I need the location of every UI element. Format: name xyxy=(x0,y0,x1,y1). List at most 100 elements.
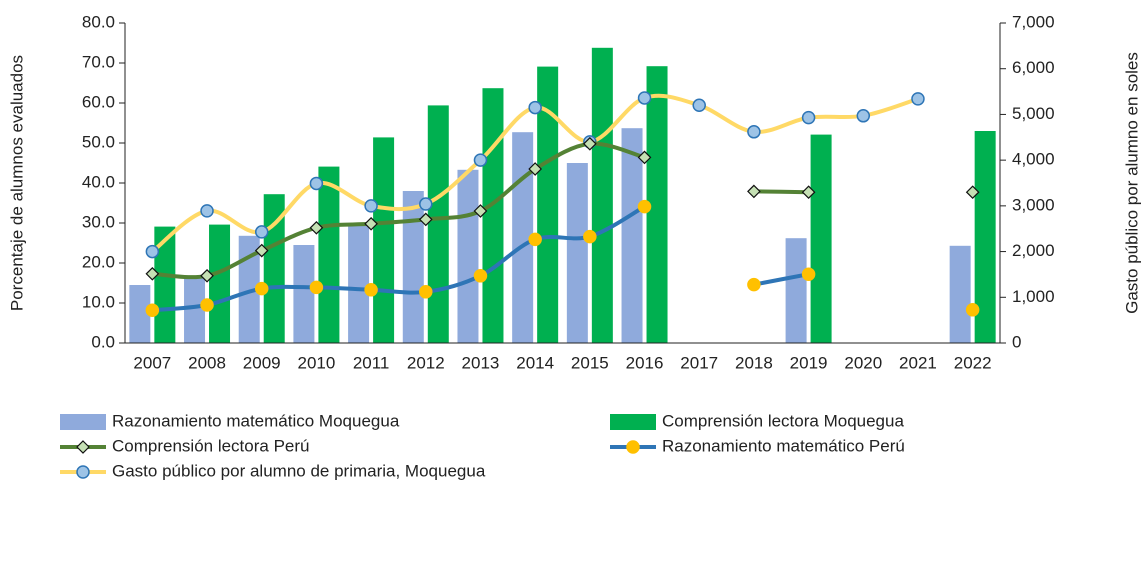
line-marker xyxy=(583,229,597,244)
bar xyxy=(402,191,424,343)
bar xyxy=(263,194,285,343)
bar xyxy=(348,225,370,343)
y2-tick-label: 6,000 xyxy=(1012,58,1055,77)
legend-swatch xyxy=(610,414,656,430)
bar xyxy=(974,131,996,343)
legend-label: Razonamiento matemático Moquegua xyxy=(112,411,400,430)
line-marker xyxy=(965,303,980,317)
y-tick-label: 50.0 xyxy=(82,132,115,151)
line-marker xyxy=(254,281,269,296)
bar xyxy=(293,245,315,343)
legend-swatch xyxy=(60,414,106,430)
x-tick-label: 2013 xyxy=(462,353,500,372)
legend-label: Gasto público por alumno de primaria, Mo… xyxy=(112,461,486,480)
x-tick-label: 2012 xyxy=(407,353,445,372)
line-marker xyxy=(582,136,597,151)
bar xyxy=(457,169,479,343)
bar xyxy=(591,47,613,344)
x-tick-label: 2022 xyxy=(954,353,992,372)
line-marker xyxy=(364,216,378,231)
x-tick-label: 2011 xyxy=(353,353,390,372)
x-tick-label: 2018 xyxy=(735,353,773,372)
line-marker xyxy=(911,92,925,106)
y-tick-label: 40.0 xyxy=(82,172,115,191)
bar xyxy=(646,66,668,343)
line-marker xyxy=(364,199,378,213)
x-tick-label: 2020 xyxy=(844,353,882,372)
line-marker xyxy=(364,283,378,297)
y-tick-label: 10.0 xyxy=(82,292,115,311)
y-tick-label: 30.0 xyxy=(82,212,115,231)
legend-label: Razonamiento matemático Perú xyxy=(662,436,905,455)
bar xyxy=(621,128,643,343)
x-tick-label: 2009 xyxy=(243,353,281,372)
y2-tick-label: 2,000 xyxy=(1012,241,1055,260)
legend-label: Comprensión lectora Perú xyxy=(112,436,309,455)
line-marker xyxy=(145,266,160,281)
line-marker xyxy=(254,243,269,258)
bar xyxy=(209,224,231,343)
line-marker xyxy=(637,150,652,165)
line-marker xyxy=(747,125,761,139)
bar xyxy=(184,278,206,343)
y2-axis-title: Gasto público por alumno en soles xyxy=(1122,52,1141,314)
line-marker xyxy=(637,199,652,214)
line-marker xyxy=(145,244,160,259)
x-tick-label: 2016 xyxy=(626,353,664,372)
y2-tick-label: 0 xyxy=(1012,332,1021,351)
y-tick-label: 70.0 xyxy=(82,52,115,71)
line-marker xyxy=(145,303,160,317)
x-tick-label: 2019 xyxy=(790,353,828,372)
line-marker xyxy=(856,109,871,123)
line-marker xyxy=(418,212,433,227)
line-marker xyxy=(528,232,542,247)
x-tick-label: 2014 xyxy=(516,353,554,372)
x-tick-label: 2008 xyxy=(188,353,226,372)
line-marker xyxy=(473,204,488,218)
line-marker xyxy=(747,277,761,292)
bar xyxy=(810,134,832,343)
legend-marker xyxy=(626,440,640,454)
x-tick-label: 2010 xyxy=(297,353,335,372)
line-marker xyxy=(309,220,324,235)
y2-tick-label: 3,000 xyxy=(1012,195,1055,214)
x-tick-label: 2017 xyxy=(680,353,718,372)
y-axis-title: Porcentaje de alumnos evaluados xyxy=(7,55,26,311)
bar xyxy=(129,285,151,343)
bar xyxy=(566,163,588,343)
bar xyxy=(949,245,971,343)
line-marker xyxy=(965,185,980,200)
line xyxy=(751,189,811,195)
y-tick-label: 20.0 xyxy=(82,252,115,271)
legend-label: Comprensión lectora Moquegua xyxy=(662,411,904,430)
y-tick-label: 80.0 xyxy=(82,12,115,31)
x-tick-label: 2015 xyxy=(571,353,609,372)
line-marker xyxy=(637,91,652,105)
line-marker xyxy=(419,285,433,299)
line-marker xyxy=(747,184,761,199)
line-marker xyxy=(801,110,816,125)
bar xyxy=(373,137,395,343)
line-marker xyxy=(200,298,214,312)
line xyxy=(150,204,647,313)
y2-tick-label: 4,000 xyxy=(1012,150,1055,169)
line xyxy=(150,93,920,254)
line-marker xyxy=(254,225,269,239)
line xyxy=(150,141,647,280)
line-marker xyxy=(473,153,488,167)
line-marker xyxy=(309,280,324,295)
legend-marker xyxy=(76,440,90,454)
y2-tick-label: 5,000 xyxy=(1012,104,1055,123)
bar xyxy=(238,235,260,343)
y2-tick-label: 7,000 xyxy=(1012,12,1055,31)
line-marker xyxy=(200,204,214,218)
bar xyxy=(318,166,340,343)
line-marker xyxy=(528,162,543,176)
x-tick-label: 2007 xyxy=(133,353,171,372)
bar xyxy=(537,66,559,343)
bar xyxy=(482,88,504,343)
bar xyxy=(427,105,449,344)
bar xyxy=(785,238,807,343)
y-tick-label: 60.0 xyxy=(82,92,115,111)
